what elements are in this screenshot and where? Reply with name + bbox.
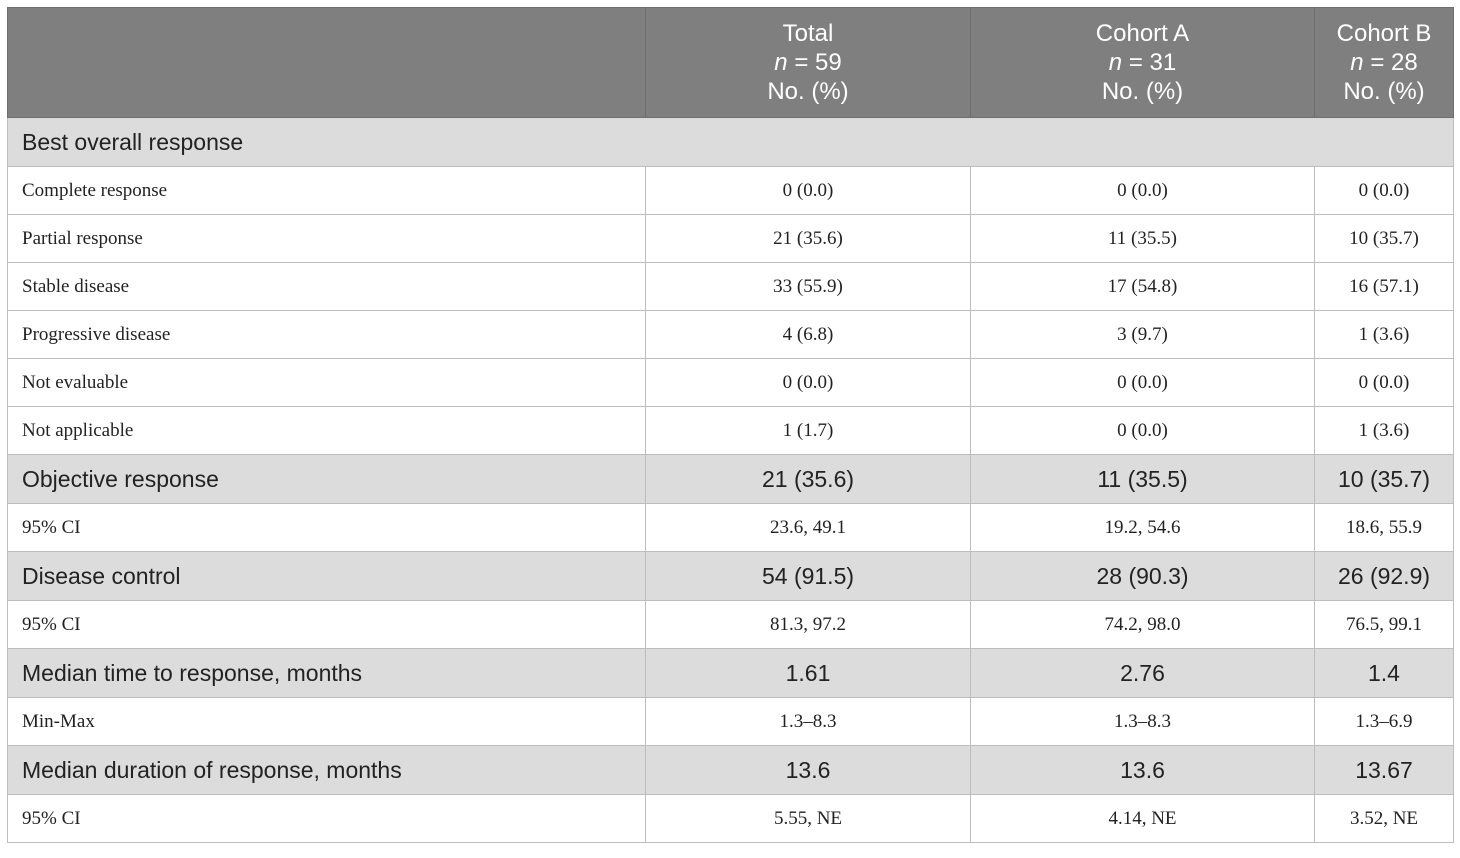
total-value: 0 (0.0)	[645, 358, 971, 407]
table-row: Min-Max 1.3–8.3 1.3–8.3 1.3–6.9	[7, 697, 1454, 746]
total-value: 5.55, NE	[645, 794, 971, 843]
row-label: Disease control	[7, 551, 646, 601]
cohort-a-value: 74.2, 98.0	[970, 600, 1315, 649]
total-value: 0 (0.0)	[645, 166, 971, 215]
header-empty-cell	[7, 7, 646, 118]
cohort-b-value: 0 (0.0)	[1314, 166, 1454, 215]
total-value: 4 (6.8)	[645, 310, 971, 359]
cohort-a-value: 19.2, 54.6	[970, 503, 1315, 552]
cohort-b-value: 26 (92.9)	[1314, 551, 1454, 601]
table-row: Partial response 21 (35.6) 11 (35.5) 10 (35…	[7, 214, 1454, 263]
table-row: Not applicable 1 (1.7) 0 (0.0) 1 (3.6)	[7, 406, 1454, 455]
response-table-container: Total n = 59 No. (%) Cohort A n = 31 No.…	[7, 7, 1454, 843]
row-label: Min-Max	[7, 697, 646, 746]
row-label: Not evaluable	[7, 358, 646, 407]
table-row: 95% CI 5.55, NE 4.14, NE 3.52, NE	[7, 794, 1454, 843]
cohort-a-value: 17 (54.8)	[970, 262, 1315, 311]
table-row: Progressive disease 4 (6.8) 3 (9.7) 1 (3.6)	[7, 310, 1454, 359]
row-label: Stable disease	[7, 262, 646, 311]
summary-row: Median time to response, months 1.61 2.76 1…	[7, 648, 1454, 698]
total-value: 1.61	[645, 648, 971, 698]
header-unit: No. (%)	[1101, 78, 1184, 105]
row-label: 95% CI	[7, 794, 646, 843]
total-value: 13.6	[645, 745, 971, 795]
header-total: Total n = 59 No. (%)	[645, 7, 971, 118]
table-row: 95% CI 81.3, 97.2 74.2, 98.0 76.5, 99.1	[7, 600, 1454, 649]
total-value: 1 (1.7)	[645, 406, 971, 455]
header-cohort-a: Cohort A n = 31 No. (%)	[970, 7, 1315, 118]
row-label: Objective response	[7, 454, 646, 504]
total-value: 23.6, 49.1	[645, 503, 971, 552]
row-label: Complete response	[7, 166, 646, 215]
total-value: 1.3–8.3	[645, 697, 971, 746]
header-cohort-b: Cohort B n = 28 No. (%)	[1314, 7, 1454, 118]
table-body: Best overall response Complete response 0…	[7, 117, 1454, 843]
row-label: Partial response	[7, 214, 646, 263]
total-value: 21 (35.6)	[645, 214, 971, 263]
cohort-b-value: 0 (0.0)	[1314, 358, 1454, 407]
table-row: Stable disease 33 (55.9) 17 (54.8) 16 (57.1…	[7, 262, 1454, 311]
row-label: 95% CI	[7, 503, 646, 552]
cohort-a-value: 1.3–8.3	[970, 697, 1315, 746]
section-label: Best overall response	[7, 117, 1454, 167]
header-n: n = 31	[1108, 49, 1177, 76]
cohort-b-value: 13.67	[1314, 745, 1454, 795]
row-label: 95% CI	[7, 600, 646, 649]
cohort-b-value: 1 (3.6)	[1314, 406, 1454, 455]
cohort-a-value: 11 (35.5)	[970, 214, 1315, 263]
table-row: 95% CI 23.6, 49.1 19.2, 54.6 18.6, 55.9	[7, 503, 1454, 552]
header-n: n = 28	[1350, 49, 1418, 76]
cohort-b-value: 16 (57.1)	[1314, 262, 1454, 311]
cohort-b-value: 18.6, 55.9	[1314, 503, 1454, 552]
header-n: n = 59	[774, 49, 842, 76]
summary-row: Median duration of response, months 13.6 1…	[7, 745, 1454, 795]
cohort-a-value: 4.14, NE	[970, 794, 1315, 843]
cohort-b-value: 1.3–6.9	[1314, 697, 1454, 746]
cohort-a-value: 3 (9.7)	[970, 310, 1315, 359]
row-label: Progressive disease	[7, 310, 646, 359]
section-row: Best overall response	[7, 117, 1454, 167]
header-unit: No. (%)	[1343, 78, 1425, 105]
cohort-a-value: 0 (0.0)	[970, 358, 1315, 407]
total-value: 54 (91.5)	[645, 551, 971, 601]
cohort-a-value: 28 (90.3)	[970, 551, 1315, 601]
header-title: Total	[782, 20, 834, 47]
header-unit: No. (%)	[767, 78, 849, 105]
cohort-a-value: 11 (35.5)	[970, 454, 1315, 504]
cohort-a-value: 13.6	[970, 745, 1315, 795]
table-row: Complete response 0 (0.0) 0 (0.0) 0 (0.0)	[7, 166, 1454, 215]
cohort-b-value: 3.52, NE	[1314, 794, 1454, 843]
cohort-b-value: 10 (35.7)	[1314, 454, 1454, 504]
total-value: 21 (35.6)	[645, 454, 971, 504]
summary-row: Objective response 21 (35.6) 11 (35.5) 10 (…	[7, 454, 1454, 504]
cohort-b-value: 1.4	[1314, 648, 1454, 698]
summary-row: Disease control 54 (91.5) 28 (90.3) 26 (92.…	[7, 551, 1454, 601]
response-table: Total n = 59 No. (%) Cohort A n = 31 No.…	[7, 7, 1454, 843]
row-label: Median duration of response, months	[7, 745, 646, 795]
cohort-b-value: 76.5, 99.1	[1314, 600, 1454, 649]
total-value: 81.3, 97.2	[645, 600, 971, 649]
cohort-b-value: 10 (35.7)	[1314, 214, 1454, 263]
cohort-a-value: 0 (0.0)	[970, 406, 1315, 455]
total-value: 33 (55.9)	[645, 262, 971, 311]
table-row: Not evaluable 0 (0.0) 0 (0.0) 0 (0.0)	[7, 358, 1454, 407]
header-row: Total n = 59 No. (%) Cohort A n = 31 No.…	[7, 7, 1454, 118]
row-label: Median time to response, months	[7, 648, 646, 698]
row-label: Not applicable	[7, 406, 646, 455]
cohort-a-value: 2.76	[970, 648, 1315, 698]
header-title: Cohort A	[1095, 20, 1190, 47]
cohort-a-value: 0 (0.0)	[970, 166, 1315, 215]
header-title: Cohort B	[1336, 20, 1432, 47]
cohort-b-value: 1 (3.6)	[1314, 310, 1454, 359]
